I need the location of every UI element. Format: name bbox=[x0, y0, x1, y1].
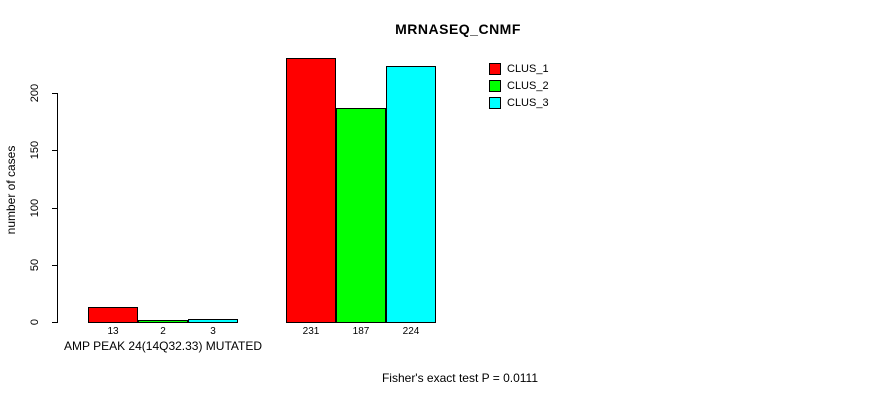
legend-label: CLUS_2 bbox=[507, 80, 549, 92]
y-tick-mark bbox=[52, 264, 58, 266]
bar-value-label: 231 bbox=[302, 326, 320, 337]
bar-clus_3-group1 bbox=[188, 318, 238, 323]
legend-label: CLUS_1 bbox=[507, 63, 549, 75]
y-tick-mark bbox=[52, 93, 58, 94]
bar-clus_1-group2 bbox=[286, 57, 336, 323]
y-tick-label: 50 bbox=[29, 258, 41, 271]
bar-value-label: 224 bbox=[402, 326, 420, 337]
y-tick-mark bbox=[52, 207, 58, 209]
bar-clus_3-group2 bbox=[386, 65, 436, 323]
legend-swatch-icon bbox=[489, 80, 501, 92]
legend-swatch-icon bbox=[489, 63, 501, 75]
y-tick-label: 0 bbox=[29, 318, 41, 326]
y-tick-label: 100 bbox=[29, 198, 41, 217]
legend-label: CLUS_3 bbox=[507, 97, 549, 109]
bar-value-label: 3 bbox=[210, 326, 216, 337]
bar-clus_2-group1 bbox=[138, 319, 188, 323]
y-tick-label: 200 bbox=[29, 83, 41, 103]
legend-swatch-icon bbox=[489, 97, 501, 109]
bar-value-label: 13 bbox=[107, 326, 119, 337]
bar-clus_2-group2 bbox=[336, 107, 386, 323]
legend-row-clus_3: CLUS_3 bbox=[489, 97, 549, 109]
y-axis-label: number of cases bbox=[4, 145, 18, 235]
x-axis-label: AMP PEAK 24(14Q32.33) MUTATED bbox=[63, 339, 263, 353]
chart-title: MRNASEQ_CNMF bbox=[395, 21, 521, 37]
bar-value-label: 187 bbox=[352, 326, 370, 337]
y-tick-mark bbox=[52, 322, 58, 323]
legend-row-clus_1: CLUS_1 bbox=[489, 63, 549, 75]
y-tick-label: 150 bbox=[29, 141, 41, 160]
bar-clus_1-group1 bbox=[88, 307, 138, 323]
bar-value-label: 2 bbox=[160, 326, 166, 337]
legend-row-clus_2: CLUS_2 bbox=[489, 80, 549, 92]
y-tick-mark bbox=[52, 150, 58, 152]
annotation-text: Fisher's exact test P = 0.0111 bbox=[381, 371, 539, 385]
